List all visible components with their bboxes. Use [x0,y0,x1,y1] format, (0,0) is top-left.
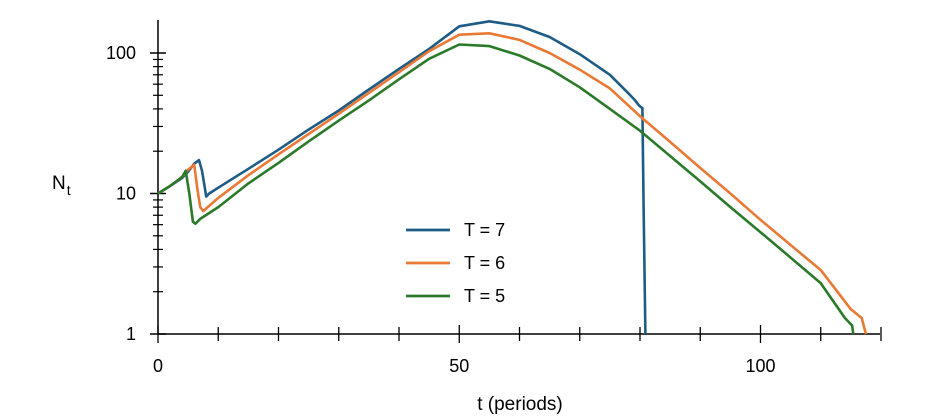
y-axis-title: Nt [52,173,71,198]
series-line-2 [157,31,868,335]
legend-label: T = 5 [464,286,505,306]
x-tick-label: 50 [449,356,469,376]
legend: T = 7 T = 6 T = 5 [406,220,505,306]
x-tick-label: 0 [153,356,163,376]
y-axis-title-main: N [52,173,66,194]
x-axis: 0 50 100 [153,325,882,376]
y-axis: 1 10 100 [106,20,166,344]
y-tick-label: 100 [106,43,136,63]
x-tick-label: 100 [745,356,775,376]
legend-label: T = 7 [464,220,505,240]
y-axis-title-subscript: t [67,182,71,198]
x-axis-title: t (periods) [477,394,563,415]
legend-label: T = 6 [464,253,505,273]
x-ticks: 0 50 100 [153,325,882,376]
y-tick-label: 10 [116,184,136,204]
series-lines [157,20,868,335]
y-tick-label: 1 [126,324,136,344]
series-line-3 [157,43,855,335]
y-ticks: 1 10 100 [106,43,166,344]
series-line-1 [157,20,647,335]
